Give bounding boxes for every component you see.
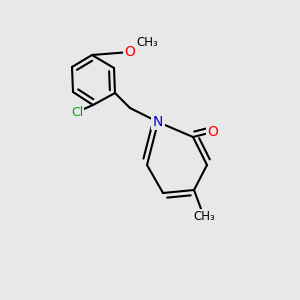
Text: N: N	[153, 115, 163, 129]
Text: Cl: Cl	[71, 106, 83, 118]
Text: O: O	[124, 45, 135, 59]
Text: O: O	[208, 125, 218, 139]
Text: CH₃: CH₃	[136, 35, 158, 49]
Text: CH₃: CH₃	[193, 211, 215, 224]
